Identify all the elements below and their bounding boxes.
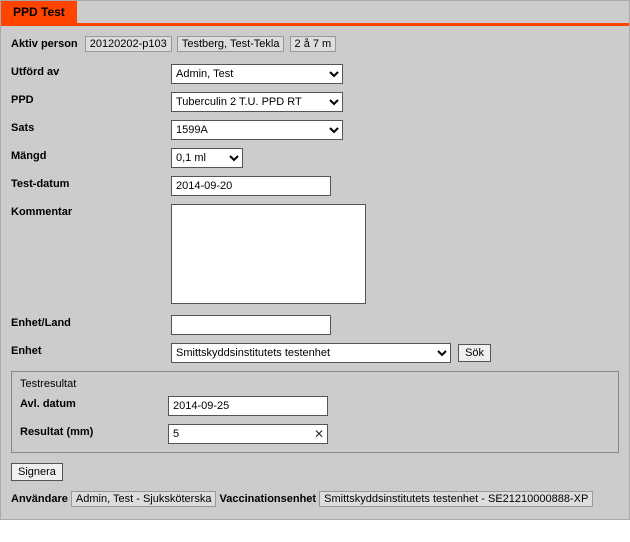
ppd-label: PPD <box>11 92 171 106</box>
footer-user-label: Användare <box>11 493 68 505</box>
active-person-row: Aktiv person 20120202-p103 Testberg, Tes… <box>11 36 619 52</box>
resultat-input[interactable] <box>168 424 328 444</box>
utford-av-label: Utförd av <box>11 64 171 78</box>
footer-user-value: Admin, Test - Sjuksköterska <box>71 491 217 507</box>
active-person-age: 2 å 7 m <box>290 36 337 52</box>
resultat-label: Resultat (mm) <box>20 424 168 438</box>
kommentar-label: Kommentar <box>11 204 171 218</box>
footer: Användare Admin, Test - Sjuksköterska Va… <box>11 491 619 507</box>
mangd-select[interactable]: 0,1 ml <box>171 148 243 168</box>
testresultat-fieldset: Testresultat Avl. datum Resultat (mm) ✕ <box>11 371 619 453</box>
test-datum-label: Test-datum <box>11 176 171 190</box>
tab-ppd-test[interactable]: PPD Test <box>1 1 77 23</box>
enhet-land-input[interactable] <box>171 315 331 335</box>
enhet-select[interactable]: Smittskyddsinstitutets testenhet <box>171 343 451 363</box>
avl-datum-label: Avl. datum <box>20 396 168 410</box>
enhet-label: Enhet <box>11 343 171 357</box>
sok-button[interactable]: Sök <box>458 344 491 362</box>
footer-unit-label: Vaccinationsenhet <box>220 493 317 505</box>
sats-label: Sats <box>11 120 171 134</box>
active-person-label: Aktiv person <box>11 38 78 50</box>
ppd-select[interactable]: Tuberculin 2 T.U. PPD RT <box>171 92 343 112</box>
mangd-label: Mängd <box>11 148 171 162</box>
avl-datum-input[interactable] <box>168 396 328 416</box>
test-datum-input[interactable] <box>171 176 331 196</box>
footer-unit-value: Smittskyddsinstitutets testenhet - SE212… <box>319 491 593 507</box>
sats-select[interactable]: 1599A <box>171 120 343 140</box>
utford-av-select[interactable]: Admin, Test <box>171 64 343 84</box>
enhet-land-label: Enhet/Land <box>11 315 171 329</box>
kommentar-textarea[interactable] <box>171 204 366 304</box>
clear-icon[interactable]: ✕ <box>314 426 324 442</box>
active-person-id: 20120202-p103 <box>85 36 172 52</box>
active-person-name: Testberg, Test-Tekla <box>177 36 285 52</box>
testresultat-legend: Testresultat <box>20 378 610 390</box>
signera-button[interactable]: Signera <box>11 463 63 481</box>
